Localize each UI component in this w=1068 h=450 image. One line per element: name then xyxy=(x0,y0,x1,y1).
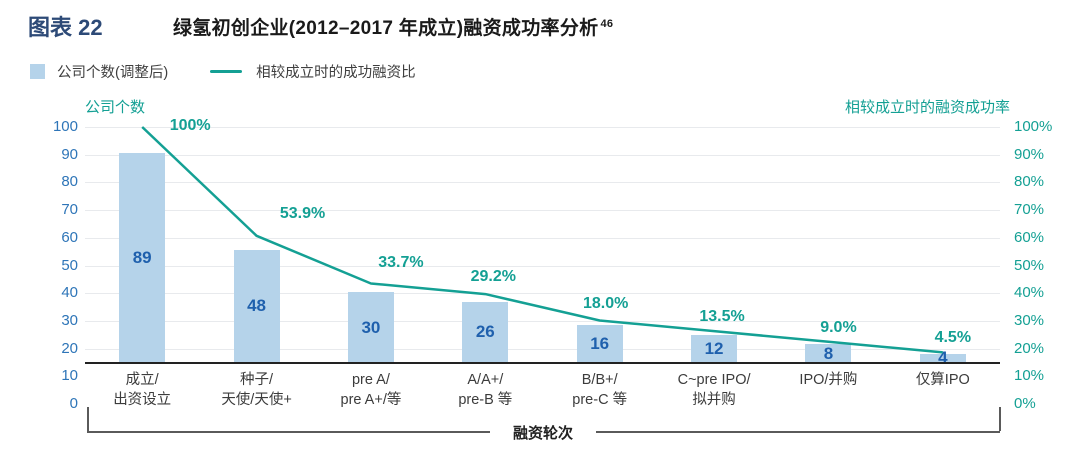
gridline xyxy=(85,265,1000,267)
left-axis-tick: 20 xyxy=(61,339,78,357)
trend-line xyxy=(141,126,943,354)
figure-title: 绿氢初创企业(2012–2017 年成立)融资成功率分析 46 xyxy=(173,13,613,40)
x-axis-group-label: 融资轮次 xyxy=(512,425,573,442)
category-label: 仅算IPO xyxy=(915,372,970,388)
right-axis-tick: 80% xyxy=(1014,173,1045,191)
right-axis-tick: 70% xyxy=(1014,201,1045,219)
line-point-label: 4.5% xyxy=(934,329,972,347)
line-point-label: 9.0% xyxy=(820,318,857,336)
category-label: pre A/ pre A+/等 xyxy=(340,372,402,409)
line-point-label: 13.5% xyxy=(699,308,745,326)
bar xyxy=(576,325,623,363)
x-axis-baseline xyxy=(85,362,1000,364)
bar-value-label: 89 xyxy=(132,247,152,267)
right-axis-tick: 20% xyxy=(1014,339,1045,357)
category-label: C~pre IPO/ 拟并购 xyxy=(677,372,751,409)
left-axis-tick: 100 xyxy=(52,118,78,135)
category-label: B/B+/ pre-C 等 xyxy=(572,372,628,409)
figure-number-label: 图表 22 xyxy=(28,15,103,40)
line-point-label: 18.0% xyxy=(583,294,629,312)
gridline xyxy=(85,182,1000,184)
bar-value-label: 16 xyxy=(590,334,610,354)
right-axis-title: 相较成立时的融资成功率 xyxy=(844,99,1010,116)
right-axis-tick: 40% xyxy=(1014,284,1045,302)
bar xyxy=(919,353,966,363)
bar xyxy=(462,301,509,363)
left-axis-tick: 90 xyxy=(61,145,78,163)
gridline xyxy=(85,237,1000,239)
left-axis-title: 公司个数 xyxy=(85,99,146,116)
line-series-legend-label: 相较成立时的成功融资比 xyxy=(256,65,416,81)
right-axis-tick: 90% xyxy=(1014,145,1045,163)
right-axis-tick: 100% xyxy=(1014,118,1053,135)
line-point-label: 33.7% xyxy=(378,254,424,272)
left-axis-tick: 40 xyxy=(61,284,78,302)
bracket-right-riser xyxy=(999,407,1001,431)
line-point-label: 53.9% xyxy=(279,204,326,222)
gridline xyxy=(85,293,1000,295)
bar-value-label: 4 xyxy=(938,348,948,368)
gridline xyxy=(85,320,1000,322)
bar xyxy=(691,334,738,363)
line-series-swatch xyxy=(210,70,243,73)
category-label: IPO/并购 xyxy=(799,372,858,388)
bar-series-legend-label: 公司个数(调整后) xyxy=(57,65,169,81)
bracket-left-line xyxy=(87,431,490,433)
right-axis-tick: 0% xyxy=(1014,395,1036,412)
bar-value-label: 26 xyxy=(475,322,495,342)
left-axis-tick: 10 xyxy=(61,367,78,385)
right-axis-tick: 30% xyxy=(1014,311,1045,329)
left-axis-tick: 70 xyxy=(61,201,78,219)
bracket-right-line xyxy=(596,431,1000,433)
left-axis-tick: 30 xyxy=(61,311,78,329)
right-axis-tick: 10% xyxy=(1014,367,1045,385)
bar xyxy=(805,344,852,363)
category-label: 种子/ 天使/天使+ xyxy=(221,372,292,409)
bar-value-label: 48 xyxy=(247,296,267,316)
bar xyxy=(347,292,394,363)
gridline xyxy=(85,210,1000,212)
gridline xyxy=(85,154,1000,156)
right-axis-tick: 60% xyxy=(1014,228,1045,246)
bracket-left-riser xyxy=(87,407,89,431)
line-point-label: 100% xyxy=(169,117,211,134)
left-axis-tick: 60 xyxy=(61,228,78,246)
category-label: A/A+/ pre-B 等 xyxy=(458,372,513,409)
footnote-marker: 46 xyxy=(600,17,614,30)
bar-value-label: 12 xyxy=(704,338,724,358)
bar xyxy=(233,249,280,363)
category-label: 成立/ 出资设立 xyxy=(113,372,172,409)
figure-title-text: 绿氢初创企业(2012–2017 年成立)融资成功率分析 xyxy=(173,18,599,39)
left-axis-tick: 0 xyxy=(69,395,78,412)
line-point-label: 29.2% xyxy=(470,268,516,286)
bar-value-label: 8 xyxy=(823,343,834,363)
left-axis-tick: 80 xyxy=(61,173,78,191)
gridline xyxy=(85,348,1000,350)
bar-value-label: 30 xyxy=(361,317,381,337)
left-axis-tick: 50 xyxy=(61,256,78,274)
right-axis-tick: 50% xyxy=(1014,256,1045,274)
legend: 公司个数(调整后) 相较成立时的成功融资比 xyxy=(30,61,416,82)
bar xyxy=(119,152,166,363)
bar-series-swatch xyxy=(30,64,45,79)
gridline xyxy=(85,127,1000,128)
